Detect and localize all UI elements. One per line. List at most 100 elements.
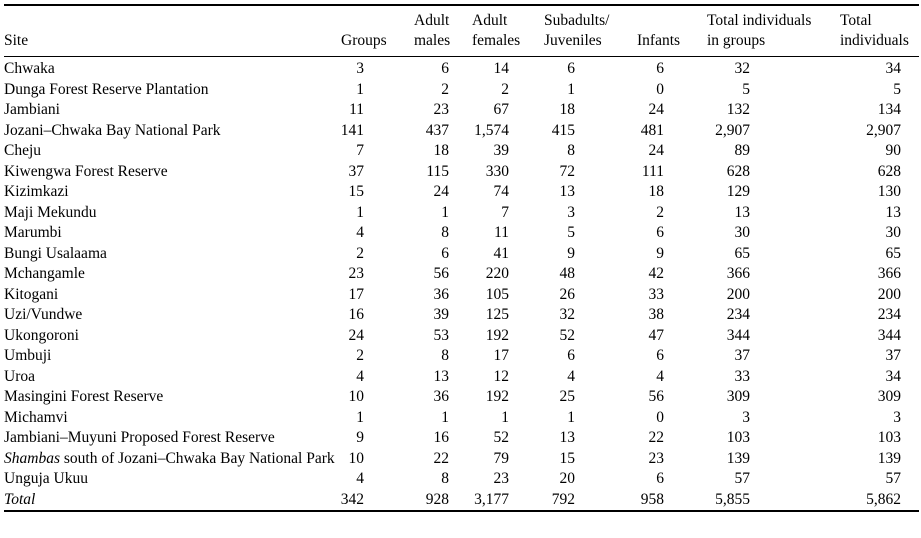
groups-value-cell: 4 <box>356 367 364 385</box>
groups-value-cell: 10 <box>348 388 365 405</box>
site-cell-italic-text: Total <box>4 490 36 508</box>
total_in_groups-value-cell: 366 <box>726 265 750 282</box>
table-row: Uzi/Vundwe 16 39 125 32 38 234 234 <box>4 305 919 326</box>
groups-value-cell: 9 <box>356 429 364 446</box>
total_in_groups-value-cell: 309 <box>726 388 750 405</box>
column-header-adult-females-label: Adult females <box>472 12 521 49</box>
column-header-adult-males-label: Adult males <box>414 12 451 49</box>
total_individuals-value-cell: 309 <box>877 388 901 405</box>
total_individuals-value-cell: 90 <box>885 142 902 159</box>
subadults_juveniles-value-cell: 26 <box>559 285 576 303</box>
adult_females-value-cell: 23 <box>493 470 510 487</box>
total_individuals-value-cell: 57 <box>885 470 902 487</box>
adult_females-value-cell: 17 <box>493 347 510 364</box>
column-header-total-in-groups-label: Total individuals in groups <box>707 12 812 49</box>
total_individuals-value-cell: 65 <box>885 244 902 262</box>
subadults_juveniles-value-cell: 25 <box>559 388 576 405</box>
adult_females-value-cell: 105 <box>485 285 509 303</box>
total_in_groups-value-cell: 13 <box>734 203 751 221</box>
infants-value-cell: 481 <box>640 121 664 139</box>
total_in_groups-value-cell: 65 <box>734 244 751 262</box>
header-row: Site Groups Adult males Adult females Su… <box>4 5 919 57</box>
adult_males-value-cell: 8 <box>441 347 449 364</box>
infants-value-cell: 2 <box>656 203 664 221</box>
groups-value-cell: 2 <box>356 347 364 364</box>
infants-value-cell: 18 <box>648 183 665 200</box>
adult_females-value-cell: 52 <box>493 429 510 446</box>
adult_males-value-cell: 22 <box>433 449 450 467</box>
column-header-groups: Groups <box>337 5 387 57</box>
groups-value-cell: 342 <box>340 490 364 508</box>
infants-value-cell: 38 <box>648 306 665 323</box>
table-row: Maji Mekundu 1 1 7 3 2 13 13 <box>4 203 919 224</box>
infants-value-cell: 6 <box>656 347 664 364</box>
infants-value-cell: 6 <box>656 60 664 77</box>
table-row: Total 342 928 3,177 792 958 5,855 5,862 <box>4 490 919 512</box>
total_in_groups-value-cell: 234 <box>726 306 750 323</box>
table-row: Umbuji 2 8 17 6 6 37 37 <box>4 346 919 367</box>
total_in_groups-value-cell: 5,855 <box>715 490 750 508</box>
site-cell: Uroa <box>4 367 35 385</box>
subadults_juveniles-value-cell: 4 <box>567 367 575 385</box>
adult_males-value-cell: 23 <box>433 101 450 118</box>
site-cell: Chwaka <box>4 60 55 77</box>
site-cell: Kiwengwa Forest Reserve <box>4 162 168 180</box>
groups-value-cell: 16 <box>348 306 365 323</box>
total_individuals-value-cell: 5 <box>893 80 901 98</box>
column-header-site: Site <box>4 5 337 57</box>
total_individuals-value-cell: 34 <box>885 60 902 77</box>
infants-value-cell: 56 <box>648 388 665 405</box>
groups-value-cell: 1 <box>356 80 364 98</box>
column-header-adult-females: Adult females <box>452 5 520 57</box>
site-cell-italic-text: Shambas <box>4 449 60 467</box>
adult_females-value-cell: 41 <box>493 244 510 262</box>
adult_females-value-cell: 39 <box>493 142 510 159</box>
total_individuals-value-cell: 139 <box>877 449 901 467</box>
table-row: Kizimkazi 15 24 74 13 18 129 130 <box>4 182 919 203</box>
subadults_juveniles-value-cell: 15 <box>559 449 576 467</box>
site-cell: Shambas south of Jozani–Chwaka Bay Natio… <box>4 449 335 467</box>
subadults_juveniles-value-cell: 1 <box>567 80 575 98</box>
table-body: Chwaka 3 6 14 6 6 32 34 Dunga Forest Reserve Pla… <box>4 57 919 512</box>
table-row: Jozani–Chwaka Bay National Park 141 437 1,5… <box>4 121 919 142</box>
table-header: Site Groups Adult males Adult females Su… <box>4 5 919 57</box>
total_in_groups-value-cell: 3 <box>742 408 750 426</box>
infants-value-cell: 9 <box>656 244 664 262</box>
adult_females-value-cell: 12 <box>493 367 510 385</box>
total_in_groups-value-cell: 57 <box>734 470 751 487</box>
total_individuals-value-cell: 344 <box>877 326 901 344</box>
table-row: Kitogani 17 36 105 26 33 200 200 <box>4 285 919 306</box>
table-row: Shambas south of Jozani–Chwaka Bay Natio… <box>4 449 919 470</box>
column-header-total-individuals-label: Total individuals <box>840 12 909 49</box>
site-cell: Total <box>4 490 337 512</box>
total_in_groups-value-cell: 2,907 <box>715 121 750 139</box>
infants-value-cell: 6 <box>656 470 664 487</box>
table-row: Jambiani 11 23 67 18 24 132 134 <box>4 100 919 121</box>
site-cell: Uzi/Vundwe <box>4 306 83 323</box>
adult_females-value-cell: 74 <box>493 183 510 200</box>
groups-value-cell: 24 <box>348 326 365 344</box>
subadults_juveniles-value-cell: 13 <box>559 183 576 200</box>
adult_females-value-cell: 125 <box>485 306 509 323</box>
subadults_juveniles-value-cell: 32 <box>559 306 576 323</box>
groups-value-cell: 11 <box>349 101 364 118</box>
adult_males-value-cell: 56 <box>433 265 450 282</box>
site-cell: Dunga Forest Reserve Plantation <box>4 80 209 98</box>
site-cell: Unguja Ukuu <box>4 470 88 487</box>
total_individuals-value-cell: 200 <box>877 285 901 303</box>
adult_males-value-cell: 8 <box>441 224 449 241</box>
table-row: Dunga Forest Reserve Plantation 1 2 2 1 0 5 5 <box>4 80 919 101</box>
groups-value-cell: 3 <box>356 60 364 77</box>
site-cell: Ukongoroni <box>4 326 79 344</box>
total_individuals-value-cell: 5,862 <box>866 490 901 508</box>
infants-value-cell: 24 <box>648 142 665 159</box>
site-cell: Cheju <box>4 142 42 159</box>
table-row: Jambiani–Muyuni Proposed Forest Reserve 9… <box>4 428 919 449</box>
adult_males-value-cell: 1 <box>441 408 449 426</box>
subadults_juveniles-value-cell: 6 <box>567 347 575 364</box>
groups-value-cell: 141 <box>340 121 364 139</box>
table-row: Michamvi 1 1 1 1 0 3 3 <box>4 408 919 429</box>
site-cell: Marumbi <box>4 224 62 241</box>
site-cell: Masingini Forest Reserve <box>4 388 164 405</box>
total_individuals-value-cell: 2,907 <box>866 121 901 139</box>
